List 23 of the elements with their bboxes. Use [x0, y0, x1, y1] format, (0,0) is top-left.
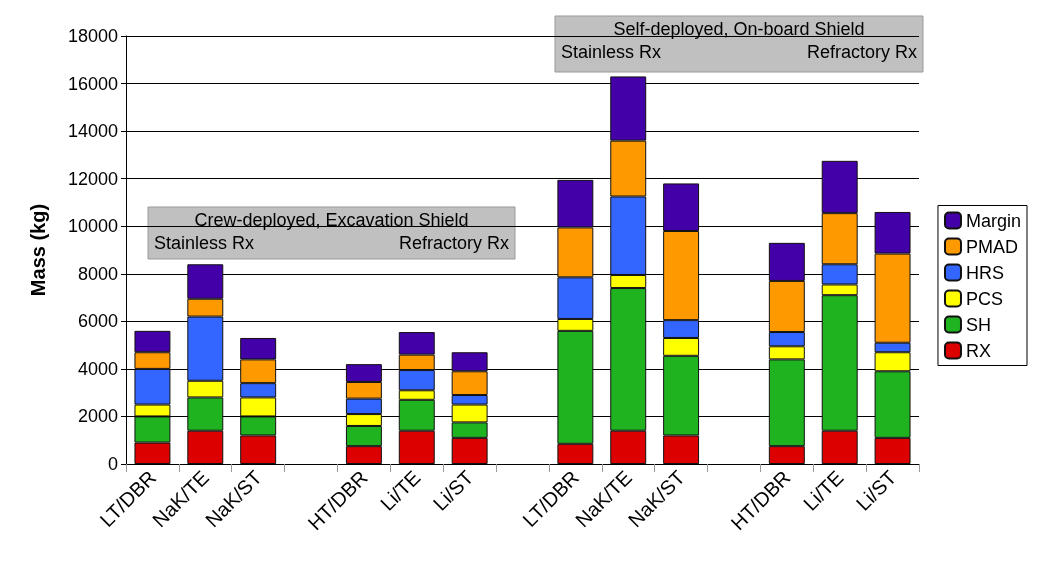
y-tick-label: 18000: [67, 26, 118, 46]
legend-label: SH: [965, 314, 991, 335]
y-tick-label: 6000: [77, 311, 118, 332]
annotation: Stainless Rx: [561, 42, 662, 62]
y-axis-title: Mass (kg): [27, 203, 49, 297]
annotation: Stainless Rx: [154, 233, 255, 253]
legend-label: PCS: [965, 288, 1003, 309]
y-tick-label: 0: [107, 454, 118, 474]
y-tick-label: 10000: [67, 216, 118, 237]
y-tick-label: 4000: [77, 358, 118, 379]
y-tick-label: 12000: [67, 168, 118, 189]
legend-label: PMAD: [965, 236, 1018, 257]
legend-label: RX: [965, 340, 991, 361]
annotation: Crew-deployed, Excavation Shield: [194, 210, 469, 230]
annotation: Self-deployed, On-board Shield: [613, 19, 865, 39]
y-tick-label: 14000: [67, 121, 118, 142]
legend-label: Margin: [965, 210, 1022, 231]
y-tick-label: 2000: [77, 406, 118, 427]
annotation: Refractory Rx: [398, 233, 509, 253]
legend-label: HRS: [965, 262, 1004, 283]
annotation: Refractory Rx: [806, 42, 917, 62]
y-tick-label: 16000: [67, 73, 118, 94]
y-tick-label: 8000: [77, 263, 118, 284]
